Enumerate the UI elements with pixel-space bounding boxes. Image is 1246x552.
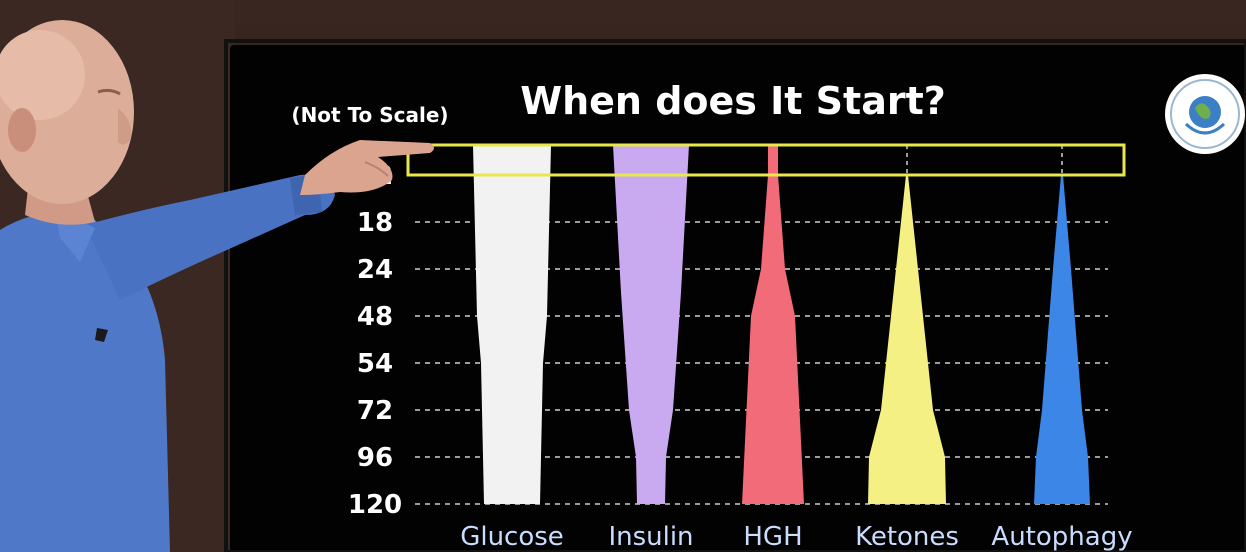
- y-tick-label: 72: [357, 396, 393, 426]
- wellness-globe-logo-icon: [1165, 74, 1245, 154]
- bar-glucose: [473, 145, 551, 504]
- not-to-scale-note: (Not To Scale): [291, 103, 448, 127]
- category-label: HGH: [743, 522, 802, 552]
- gridlines: [415, 145, 1108, 505]
- bar-hgh: [742, 145, 804, 504]
- category-label: Ketones: [855, 522, 959, 552]
- y-tick-label: 48: [357, 302, 393, 332]
- bar-autophagy: [1034, 175, 1090, 504]
- tv-bezel: [224, 39, 1246, 552]
- y-tick-label: 120: [348, 490, 402, 520]
- y-tick-label: 18: [357, 208, 393, 238]
- bar-insulin: [613, 145, 689, 504]
- category-label: Autophagy: [991, 522, 1132, 552]
- presenter-pointing-icon: [0, 20, 434, 552]
- bar-ketones: [868, 175, 946, 504]
- chart-title: When does It Start?: [520, 79, 946, 123]
- highlight-box: [406, 143, 1126, 177]
- category-label: Glucose: [460, 522, 564, 552]
- category-label: Insulin: [608, 522, 693, 552]
- x-axis-categories: Glucose Insulin HGH Ketones Autophagy: [460, 522, 1132, 552]
- y-tick-label: 96: [357, 443, 393, 473]
- bars: [473, 145, 1090, 504]
- y-tick-label: 24: [357, 255, 393, 285]
- y-tick-label: 54: [357, 349, 393, 379]
